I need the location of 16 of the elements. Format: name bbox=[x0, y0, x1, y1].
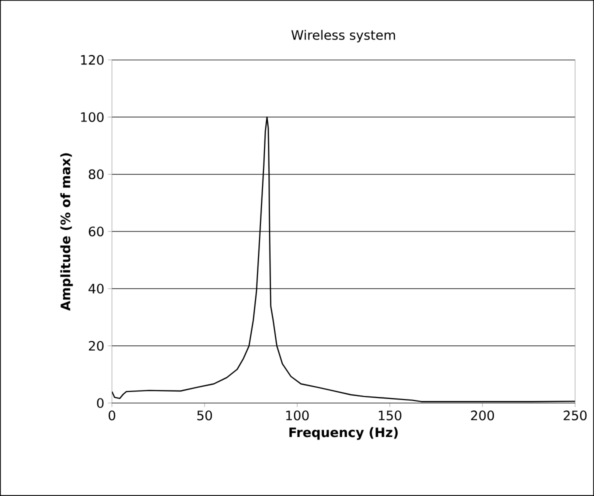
x-tick-label: 150 bbox=[378, 410, 402, 420]
y-tick-label: 80 bbox=[88, 169, 104, 180]
y-tick-label: 100 bbox=[81, 112, 104, 122]
y-axis-title: Amplitude (% of max) bbox=[60, 153, 73, 311]
y-tick-label: 120 bbox=[81, 55, 104, 65]
x-tick-label: 50 bbox=[197, 410, 212, 420]
x-tick-label: 200 bbox=[471, 410, 494, 420]
y-tick-label: 20 bbox=[88, 340, 104, 351]
y-tick-label: 0 bbox=[97, 398, 104, 408]
x-axis-title: Frequency (Hz) bbox=[289, 427, 398, 440]
chart-title: Wireless system bbox=[291, 30, 395, 42]
x-tick-label: 250 bbox=[564, 410, 587, 420]
y-tick-label: 60 bbox=[88, 226, 104, 236]
y-tick-label: 40 bbox=[88, 284, 104, 294]
x-tick-label: 0 bbox=[108, 410, 116, 420]
x-tick-label: 100 bbox=[286, 410, 309, 420]
